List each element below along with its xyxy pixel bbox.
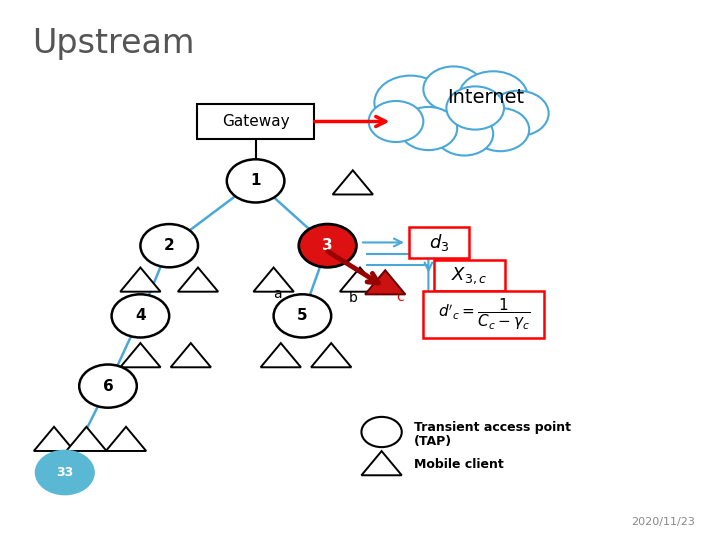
- Text: Internet: Internet: [447, 87, 525, 107]
- Circle shape: [400, 107, 457, 150]
- Text: 5: 5: [297, 308, 307, 323]
- Circle shape: [459, 71, 528, 123]
- Polygon shape: [106, 427, 146, 451]
- Circle shape: [140, 224, 198, 267]
- Polygon shape: [120, 267, 161, 292]
- Polygon shape: [34, 427, 74, 451]
- Text: (TAP): (TAP): [414, 435, 452, 448]
- Polygon shape: [171, 343, 211, 367]
- FancyBboxPatch shape: [197, 105, 314, 138]
- Circle shape: [374, 76, 446, 130]
- Circle shape: [299, 224, 356, 267]
- Polygon shape: [333, 170, 373, 194]
- Circle shape: [472, 108, 529, 151]
- Circle shape: [423, 66, 484, 112]
- Polygon shape: [311, 343, 351, 367]
- Text: 4: 4: [135, 308, 145, 323]
- Polygon shape: [66, 427, 107, 451]
- Text: 1: 1: [251, 173, 261, 188]
- Circle shape: [446, 86, 504, 130]
- Text: 6: 6: [103, 379, 113, 394]
- Polygon shape: [261, 343, 301, 367]
- Text: $X_{3,c}$: $X_{3,c}$: [451, 265, 487, 286]
- Text: 2020/11/23: 2020/11/23: [631, 516, 695, 526]
- Polygon shape: [178, 267, 218, 292]
- Circle shape: [79, 364, 137, 408]
- Text: 2: 2: [164, 238, 174, 253]
- Polygon shape: [340, 267, 380, 292]
- Text: Transient access point: Transient access point: [414, 421, 571, 434]
- Polygon shape: [365, 270, 405, 294]
- Text: Upstream: Upstream: [32, 27, 195, 60]
- Polygon shape: [253, 267, 294, 292]
- Text: a: a: [273, 287, 282, 301]
- Text: Gateway: Gateway: [222, 114, 289, 129]
- Circle shape: [36, 451, 94, 494]
- Circle shape: [274, 294, 331, 338]
- Text: c: c: [396, 290, 403, 304]
- Circle shape: [227, 159, 284, 202]
- FancyBboxPatch shape: [409, 227, 469, 258]
- Circle shape: [436, 112, 493, 156]
- Text: 33: 33: [56, 466, 73, 479]
- Polygon shape: [361, 451, 402, 475]
- Text: $d_3$: $d_3$: [429, 232, 449, 253]
- FancyBboxPatch shape: [434, 260, 505, 291]
- Circle shape: [369, 101, 423, 142]
- Polygon shape: [120, 343, 161, 367]
- Text: $d'_c = \dfrac{1}{C_c - \gamma_c}$: $d'_c = \dfrac{1}{C_c - \gamma_c}$: [438, 296, 530, 332]
- Text: b: b: [348, 291, 357, 305]
- Circle shape: [361, 417, 402, 447]
- FancyBboxPatch shape: [423, 291, 544, 338]
- Text: Mobile client: Mobile client: [414, 458, 504, 471]
- Circle shape: [488, 91, 549, 136]
- Circle shape: [112, 294, 169, 338]
- Text: 3: 3: [323, 238, 333, 253]
